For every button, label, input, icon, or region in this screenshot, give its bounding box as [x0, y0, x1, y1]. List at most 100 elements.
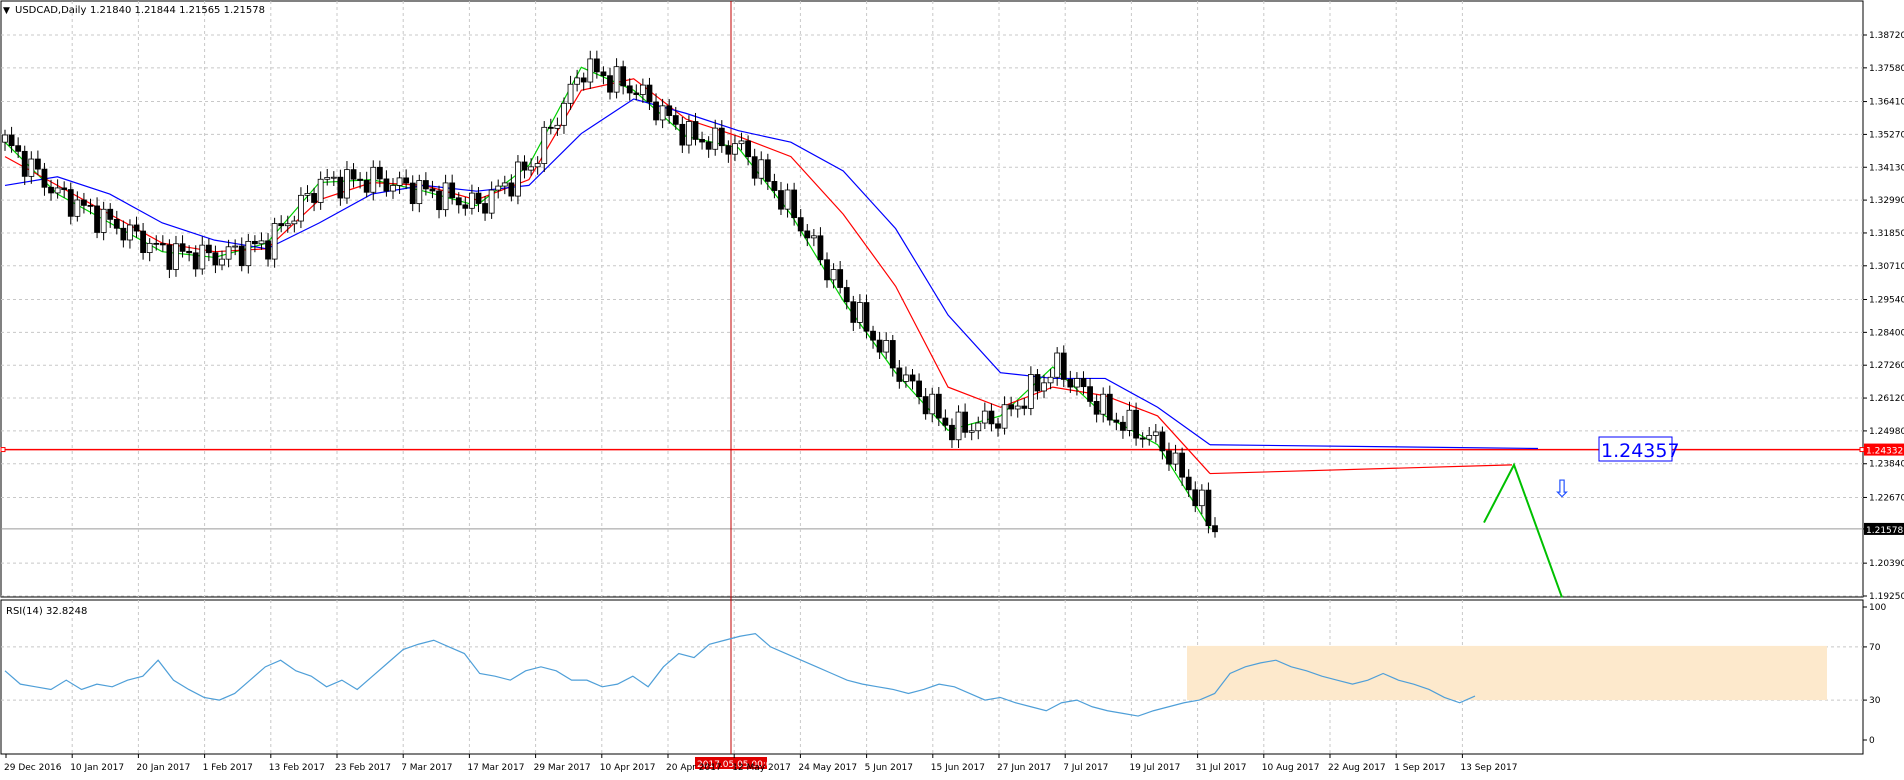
candle-down	[455, 197, 462, 206]
candle-down	[192, 252, 199, 270]
candle-down	[876, 339, 883, 353]
candle-up	[495, 185, 502, 191]
candle-down	[791, 189, 798, 219]
axes: 1.38720 1.37580 1.36410 1.35270 1.34130 1.329…	[4, 31, 1904, 773]
candle-down	[409, 182, 416, 205]
date-axis-label: 13 Sep 2017	[1460, 763, 1517, 773]
date-axis-label: 1 Feb 2017	[203, 763, 253, 773]
candle-up	[1041, 382, 1047, 392]
candle-down	[251, 240, 258, 245]
candle-down	[771, 181, 778, 191]
date-axis-label: 22 Aug 2017	[1328, 763, 1386, 773]
candle-down	[350, 169, 357, 180]
rsi-line	[4, 632, 1476, 717]
price-annotation: 1.24357	[1601, 440, 1680, 462]
crosshair: 2017.05.05 00:00	[695, 1, 778, 770]
candle-up	[1100, 393, 1107, 415]
price-axis-label: 1.32990	[1869, 196, 1904, 206]
date-axis-label: 1 Sep 2017	[1394, 763, 1445, 773]
crosshair-date-tag	[695, 757, 767, 769]
candle-down	[916, 380, 922, 398]
price-axis-label: 1.29540	[1869, 296, 1904, 306]
candle-down	[482, 203, 488, 214]
candle-down	[337, 176, 344, 199]
price-axis-label: 1.20390	[1869, 559, 1904, 569]
grid	[1, 1, 1863, 754]
candle-up	[1074, 378, 1080, 388]
candle-down	[547, 126, 554, 129]
candle-down	[653, 101, 659, 121]
candle-down	[593, 58, 600, 73]
candle-up	[74, 199, 81, 217]
candle-up	[146, 242, 153, 253]
ema-slow-line	[4, 98, 1211, 446]
date-axis-label: 10 Apr 2017	[600, 763, 656, 773]
price-axis-label: 1.19250	[1869, 592, 1904, 602]
candle-down	[679, 123, 686, 146]
candle-up	[271, 223, 278, 260]
candle-up	[324, 177, 331, 180]
candle-down	[1034, 374, 1041, 392]
candle-up	[1054, 352, 1061, 378]
down-arrow-icon: ⇩	[1552, 475, 1572, 503]
candle-down	[909, 374, 916, 382]
price-annotation-box[interactable]	[1598, 436, 1673, 462]
candle-down	[363, 180, 370, 193]
candle-up	[100, 208, 107, 233]
candle-down	[1185, 476, 1192, 491]
candle-down	[475, 192, 482, 204]
candle-up	[528, 166, 534, 171]
date-axis-label: 29 Mar 2017	[534, 763, 591, 773]
candle-up	[1126, 409, 1133, 431]
candle-down	[607, 75, 613, 93]
date-axis-label: 23 Feb 2017	[335, 763, 391, 773]
price-axis-label: 1.23840	[1869, 460, 1904, 470]
candle-up	[1152, 431, 1159, 436]
price-axis-label: 1.22670	[1869, 493, 1904, 503]
candle-up	[758, 159, 765, 179]
symbol-arrow-icon[interactable]: ▼	[3, 6, 10, 16]
candle-down	[1060, 352, 1067, 380]
candle-down	[1008, 404, 1015, 410]
candle-down	[922, 396, 929, 415]
candle-up	[330, 176, 337, 179]
candle-up	[232, 245, 239, 248]
candle-down	[672, 115, 679, 125]
candle-down	[429, 188, 436, 192]
candle-down	[889, 340, 896, 369]
rsi-zone	[1187, 645, 1827, 701]
date-axis-label: 24 May 2017	[798, 763, 857, 773]
candle-up	[442, 182, 449, 211]
candle-down	[34, 158, 41, 170]
hline-layer[interactable]	[0, 447, 1865, 453]
candle-up	[284, 223, 291, 227]
candle-down	[212, 252, 219, 266]
candle-down	[725, 145, 732, 155]
hline-handle-left	[0, 447, 6, 453]
candle-down	[1080, 378, 1087, 388]
candle-down	[1166, 450, 1172, 465]
forecast	[1483, 462, 1563, 598]
candle-up	[830, 269, 837, 281]
candle-up	[561, 102, 567, 126]
candle-down	[1179, 452, 1186, 478]
candle-up	[712, 127, 719, 150]
candle-down	[113, 218, 120, 229]
candle-down	[107, 208, 114, 220]
candle-down	[718, 127, 725, 147]
candle-up	[501, 182, 508, 187]
candle-up	[1047, 376, 1054, 384]
candle-up	[613, 66, 620, 93]
candle-down	[278, 223, 285, 227]
candle-down	[1106, 393, 1113, 421]
candle-down	[186, 250, 193, 254]
candle-down	[804, 230, 811, 239]
candle-up	[344, 169, 350, 199]
candle-up	[258, 240, 265, 245]
candle-down	[1192, 489, 1199, 507]
price-axis-label: 1.36410	[1869, 98, 1904, 108]
date-axis-label: 19 Jul 2017	[1129, 763, 1180, 773]
chart-ohlc: 1.21840 1.21844 1.21565 1.21578	[90, 5, 265, 16]
